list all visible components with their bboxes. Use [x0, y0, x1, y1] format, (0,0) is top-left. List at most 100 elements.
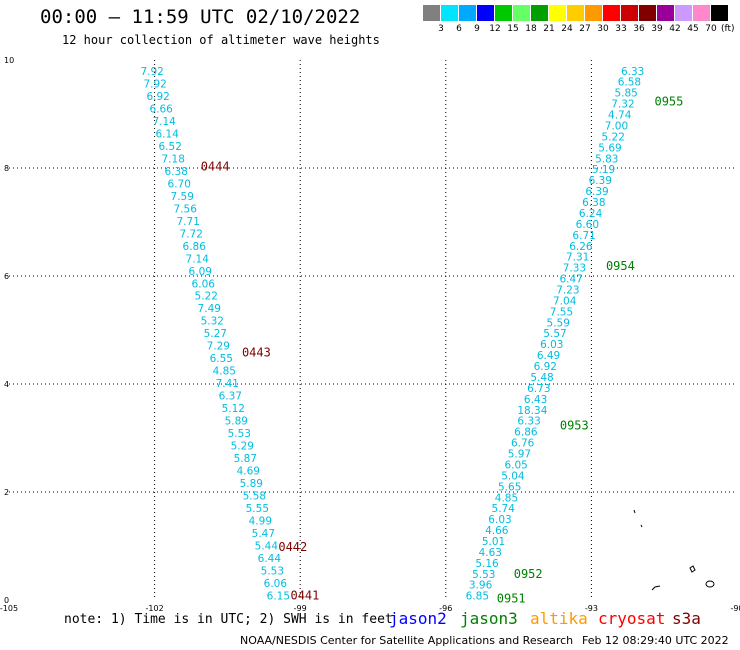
- wave-height-value: 5.22: [602, 131, 625, 143]
- satellite-label-s3a: s3a: [672, 609, 701, 628]
- wave-height-value: 6.24: [579, 208, 603, 220]
- wave-height-value: 5.65: [498, 481, 521, 493]
- wave-height-value: 4.63: [479, 547, 502, 559]
- wave-height-value: 5.69: [598, 142, 621, 154]
- x-tick-label: -105: [0, 604, 18, 613]
- wave-height-value: 7.49: [198, 303, 221, 315]
- wave-height-value: 6.76: [511, 438, 535, 450]
- wave-height-value: 5.27: [204, 328, 227, 340]
- wave-height-value: 4.85: [213, 366, 236, 378]
- wave-height-value: 5.85: [614, 88, 637, 100]
- wave-height-value: 7.29: [207, 341, 230, 353]
- wave-height-value: 6.86: [183, 241, 207, 253]
- legend-swatch: [567, 5, 584, 21]
- wave-height-value: 7.18: [162, 153, 185, 165]
- legend-swatch: [423, 5, 440, 21]
- legend-label: 18: [525, 24, 537, 34]
- wave-height-value: 6.39: [585, 186, 608, 198]
- wave-height-value: 7.41: [216, 378, 239, 390]
- wave-height-value: 5.57: [543, 328, 566, 340]
- wave-height-value: 5.22: [195, 291, 218, 303]
- satellite-label-altika: altika: [530, 609, 588, 628]
- wave-height-value: 6.38: [582, 197, 605, 209]
- pass-time-label: 0442: [278, 540, 307, 554]
- legend-label: 6: [456, 24, 462, 34]
- y-tick-label: 6: [4, 272, 9, 281]
- wave-height-value: 6.15: [267, 591, 290, 603]
- wave-height-value: 6.06: [192, 278, 216, 290]
- wave-height-value: 6.52: [159, 141, 182, 153]
- legend-label: 15: [507, 24, 519, 34]
- legend-swatch: [603, 5, 620, 21]
- wave-height-value: 5.74: [492, 503, 516, 515]
- wave-height-value: 6.86: [514, 427, 538, 439]
- island-outline: [705, 580, 715, 588]
- wave-height-value: 5.89: [225, 416, 248, 428]
- wave-height-value: 7.56: [174, 203, 198, 215]
- wave-height-value: 6.37: [219, 391, 242, 403]
- x-tick-label: -99: [294, 604, 307, 613]
- legend-swatch: [549, 5, 566, 21]
- wave-height-value: 5.89: [240, 478, 263, 490]
- coastline-fragment: [633, 509, 696, 591]
- legend-label: 30: [597, 24, 609, 34]
- legend-swatch: [639, 5, 656, 21]
- y-tick-label: 10: [4, 56, 14, 65]
- legend-swatch: [441, 5, 458, 21]
- wave-height-value: 6.60: [576, 219, 599, 231]
- wave-height-value: 7.59: [171, 191, 194, 203]
- wave-height-value: 6.92: [534, 361, 557, 373]
- wave-height-value: 5.16: [475, 558, 499, 570]
- wave-height-value: 4.74: [608, 110, 632, 122]
- pass-time-label: 0444: [201, 159, 230, 173]
- legend-swatch: [531, 5, 548, 21]
- wave-height-value: 5.44: [255, 541, 279, 553]
- timestamp-text: Feb 12 08:29:40 UTC 2022: [582, 634, 729, 647]
- wave-height-value: 5.47: [252, 528, 275, 540]
- wave-height-value: 6.43: [524, 394, 547, 406]
- wave-height-value: 5.53: [228, 428, 251, 440]
- wave-height-value: 7.00: [605, 120, 628, 132]
- wave-height-value: 7.23: [556, 285, 579, 297]
- wave-height-value: 6.03: [540, 339, 563, 351]
- pass-time-label: 0955: [654, 95, 683, 109]
- wave-height-value: 7.71: [177, 216, 200, 228]
- wave-height-value: 5.59: [547, 317, 570, 329]
- credit-text: NOAA/NESDIS Center for Satellite Applica…: [240, 634, 574, 647]
- wave-height-value: 7.92: [140, 66, 163, 78]
- y-tick-label: 8: [4, 164, 9, 173]
- legend-swatch: [657, 5, 674, 21]
- legend-swatch: [513, 5, 530, 21]
- pass-time-label: 0954: [606, 259, 635, 273]
- wave-height-value: 7.04: [553, 295, 577, 307]
- y-tick-label: 2: [4, 488, 9, 497]
- wave-height-value: 6.39: [589, 175, 612, 187]
- wave-height-value: 4.69: [237, 466, 260, 478]
- wave-height-value: 6.47: [559, 274, 582, 286]
- wave-height-value: 6.05: [504, 459, 527, 471]
- wave-height-value: 5.01: [482, 536, 505, 548]
- legend-label: 45: [687, 24, 699, 34]
- pass-time-label: 0953: [560, 419, 589, 433]
- wave-height-value: 7.31: [566, 252, 589, 264]
- wave-height-value: 5.53: [472, 569, 495, 581]
- wave-height-value: 6.73: [527, 383, 550, 395]
- wave-height-value: 6.06: [264, 578, 288, 590]
- satellite-label-cryosat: cryosat: [598, 609, 666, 628]
- chart-title: 00:00 – 11:59 UTC 02/10/2022: [40, 6, 361, 28]
- wave-height-value: 6.71: [572, 230, 595, 242]
- wave-height-value: 4.66: [485, 525, 509, 537]
- wave-height-value: 4.99: [249, 516, 272, 528]
- wave-height-value: 5.83: [595, 153, 618, 165]
- wave-height-value: 6.49: [537, 350, 560, 362]
- wave-height-value: 6.26: [569, 241, 593, 253]
- wave-height-value: 6.38: [165, 166, 188, 178]
- wave-height-value: 6.44: [258, 553, 282, 565]
- legend-swatch: [459, 5, 476, 21]
- legend-label: 33: [615, 24, 627, 34]
- wave-height-value: 6.55: [210, 353, 233, 365]
- legend-label: 21: [543, 24, 555, 34]
- satellite-label-jason2: jason2: [389, 609, 447, 628]
- units-note: note: 1) Time is in UTC; 2) SWH is in fe…: [64, 612, 393, 627]
